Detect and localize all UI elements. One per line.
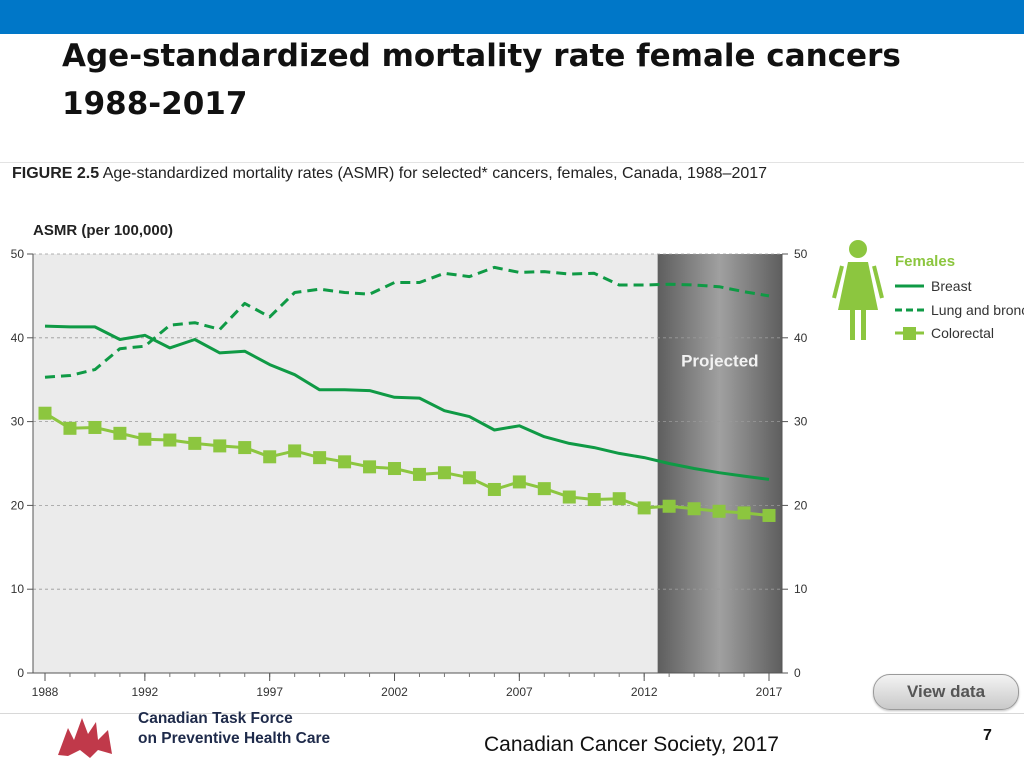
projected-band: [657, 254, 782, 673]
view-data-label: View data: [906, 682, 986, 701]
data-point-colorectal: [188, 436, 202, 450]
figure-caption: FIGURE 2.5 Age-standardized mortality ra…: [12, 165, 767, 183]
data-point-colorectal: [388, 462, 402, 476]
y-tick-label-left: 50: [11, 247, 25, 261]
data-point-colorectal: [687, 502, 701, 516]
figure-label: FIGURE 2.5: [12, 165, 100, 182]
data-point-colorectal: [562, 490, 576, 504]
x-tick-label: 1997: [256, 685, 283, 699]
data-point-colorectal: [737, 506, 751, 520]
data-point-colorectal: [762, 508, 776, 522]
data-point-colorectal: [213, 439, 227, 453]
data-point-colorectal: [38, 406, 52, 420]
data-point-colorectal: [313, 451, 327, 465]
source-citation: Canadian Cancer Society, 2017: [484, 733, 779, 756]
data-point-colorectal: [163, 433, 177, 447]
female-icon-leg: [850, 310, 855, 340]
data-point-colorectal: [138, 432, 152, 446]
data-point-colorectal: [537, 482, 551, 496]
y-tick-label-right: 0: [794, 666, 801, 680]
y-tick-label-right: 40: [794, 331, 808, 345]
legend-label: Lung and bronchus: [931, 302, 1024, 318]
female-icon-body: [838, 262, 878, 310]
mortality-chart: Projected 0 0 10 10 20 20 30 30 40 40 50 50 1988 1992 1…: [11, 222, 1024, 699]
x-tick-label: 1992: [132, 685, 159, 699]
series-line-lung-and-bronchus: [44, 265, 770, 379]
data-point-colorectal: [437, 466, 451, 480]
x-tick-label: 2007: [506, 685, 533, 699]
figure-title: Age-standardized mortality rates (ASMR) …: [102, 165, 768, 182]
data-point-colorectal: [113, 426, 127, 440]
data-point-colorectal: [88, 420, 102, 434]
data-point-colorectal: [363, 460, 377, 474]
y-tick-label-left: 20: [11, 498, 25, 512]
series-line-breast: [44, 324, 770, 481]
data-point-colorectal: [712, 504, 726, 518]
female-icon-arm: [832, 265, 844, 299]
y-tick-label-right: 20: [794, 498, 808, 512]
y-tick-label-left: 30: [11, 415, 25, 429]
legend-title: Females: [895, 253, 955, 270]
top-accent-bar: [0, 0, 1024, 34]
view-data-button[interactable]: View data: [873, 674, 1019, 710]
data-point-colorectal: [63, 421, 77, 435]
x-tick-label: 2017: [756, 685, 783, 699]
organization-name-line-1: Canadian Task Force: [138, 710, 293, 727]
y-tick-label-left: 0: [17, 666, 24, 680]
data-point-colorectal: [288, 444, 302, 458]
y-tick-label-right: 50: [794, 247, 808, 261]
page-number: 7: [983, 727, 992, 744]
slide-title-line-2: 1988-2017: [62, 86, 248, 122]
slide-title-line-1: Age-standardized mortality rate female c…: [62, 38, 901, 74]
y-tick-label-right: 10: [794, 582, 808, 596]
y-tick-label-left: 10: [11, 582, 25, 596]
data-point-colorectal: [338, 455, 352, 469]
data-point-colorectal: [612, 492, 626, 506]
female-icon-arm: [872, 265, 884, 299]
data-point-colorectal: [462, 471, 476, 485]
data-point-colorectal: [412, 467, 426, 481]
organization-name-line-2: on Preventive Health Care: [138, 730, 331, 747]
slide-title: Age-standardized mortality rate female c…: [62, 32, 962, 128]
maple-leaf-logo-icon: [58, 718, 112, 758]
projected-label: Projected: [681, 351, 758, 370]
data-point-colorectal: [238, 441, 252, 455]
data-point-colorectal: [587, 493, 601, 507]
data-point-colorectal: [487, 482, 501, 496]
y-axis-label: ASMR (per 100,000): [33, 222, 173, 239]
data-point-colorectal: [637, 501, 651, 515]
x-tick-label: 2012: [631, 685, 658, 699]
y-tick-label-right: 30: [794, 415, 808, 429]
data-point-colorectal: [662, 499, 676, 513]
data-point-colorectal: [263, 450, 277, 464]
female-icon-head: [849, 240, 867, 258]
plot-area: [33, 254, 782, 673]
x-tick-label: 2002: [381, 685, 408, 699]
legend-marker-colorectal: [903, 327, 916, 340]
female-figure-icon: [832, 240, 884, 340]
data-point-colorectal: [512, 475, 526, 489]
female-icon-leg: [861, 310, 866, 340]
y-tick-label-left: 40: [11, 331, 25, 345]
legend-label: Breast: [931, 278, 972, 294]
organization-name: Canadian Task Force on Preventive Health…: [138, 709, 398, 749]
legend-label: Colorectal: [931, 325, 994, 341]
x-tick-label: 1988: [32, 685, 59, 699]
